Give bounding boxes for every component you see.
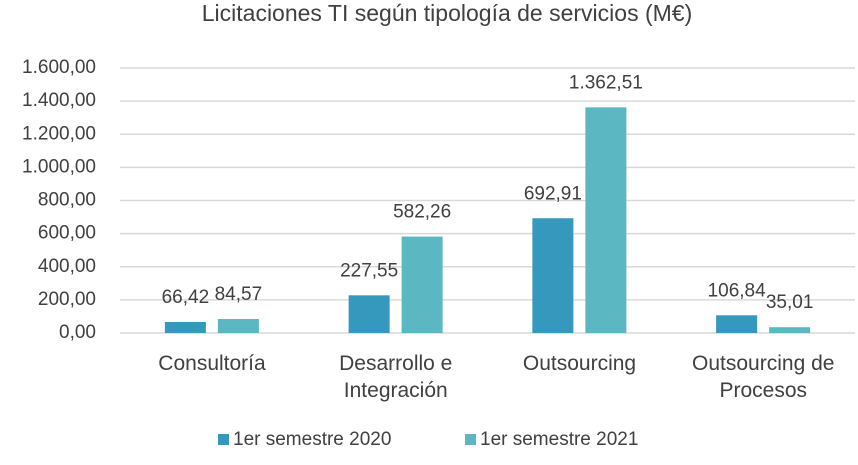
y-tick-label: 1.400,00 bbox=[22, 90, 96, 111]
bar bbox=[769, 327, 811, 333]
legend-swatch bbox=[465, 434, 476, 445]
value-label: 66,42 bbox=[162, 287, 210, 308]
value-label: 582,26 bbox=[393, 202, 451, 223]
legend-label: 1er semestre 2020 bbox=[233, 429, 391, 450]
bar bbox=[348, 295, 390, 333]
y-tick-label: 1.000,00 bbox=[22, 156, 96, 177]
value-label: 106,84 bbox=[708, 280, 767, 301]
bar bbox=[401, 236, 443, 333]
x-tick-label: Outsourcing de Procesos bbox=[692, 352, 835, 402]
bar bbox=[716, 315, 758, 333]
value-label: 227,55 bbox=[340, 260, 398, 281]
value-label: 84,57 bbox=[215, 284, 263, 305]
y-tick-label: 1.600,00 bbox=[22, 57, 96, 78]
legend-swatch bbox=[218, 434, 229, 445]
y-tick-label: 600,00 bbox=[38, 223, 96, 244]
value-label: 1.362,51 bbox=[569, 72, 643, 93]
value-label: 35,01 bbox=[766, 292, 814, 313]
chart-title: Licitaciones TI según tipología de servi… bbox=[202, 0, 692, 26]
bar bbox=[164, 321, 206, 333]
x-tick-label: Outsourcing bbox=[522, 352, 637, 375]
x-tick-label: Desarrollo e Integración bbox=[339, 352, 453, 402]
bar bbox=[585, 107, 627, 333]
x-tick-label: Consultoría bbox=[158, 352, 266, 375]
y-tick-label: 400,00 bbox=[38, 256, 96, 277]
y-tick-label: 1.200,00 bbox=[22, 123, 96, 144]
y-tick-label: 200,00 bbox=[38, 289, 96, 310]
y-tick-label: 800,00 bbox=[38, 190, 96, 211]
y-tick-label: 0,00 bbox=[59, 322, 96, 343]
legend-label: 1er semestre 2021 bbox=[480, 429, 638, 450]
bar bbox=[532, 218, 574, 333]
value-label: 692,91 bbox=[524, 183, 582, 204]
bar bbox=[217, 318, 259, 333]
